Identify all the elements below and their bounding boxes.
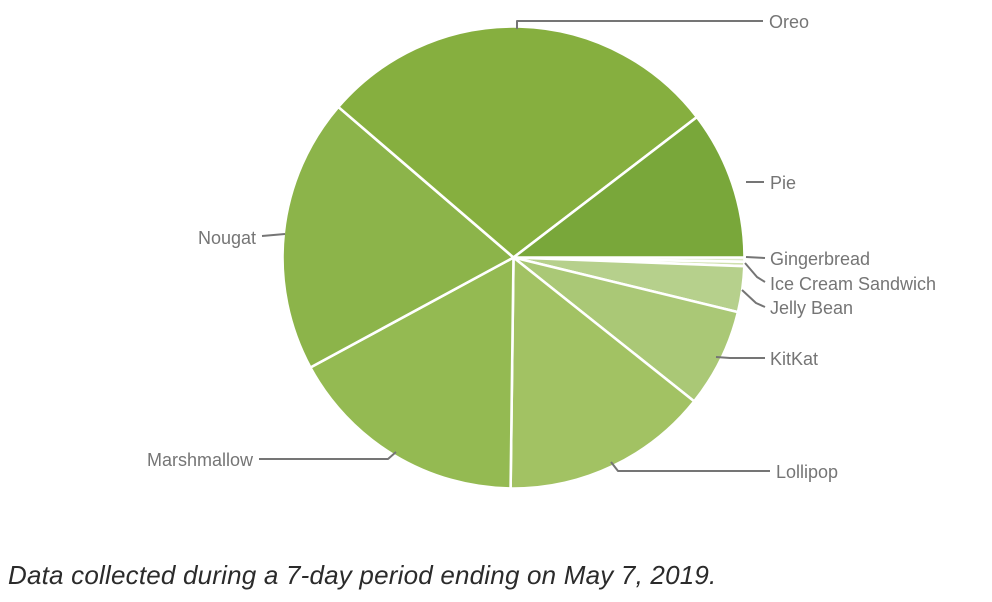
pie-slice-marshmallow[interactable]: [309, 256, 515, 490]
slice-label-pie: Pie: [770, 173, 796, 193]
leader-line-jelly-bean: [741, 289, 766, 308]
slice-label-oreo: Oreo: [769, 12, 809, 32]
slice-label-marshmallow: Marshmallow: [147, 450, 254, 470]
slice-label-gingerbread: Gingerbread: [770, 249, 870, 269]
leader-line-marshmallow: [259, 451, 397, 460]
slice-label-ice-cream-sandwich: Ice Cream Sandwich: [770, 274, 936, 294]
slice-label-jelly-bean: Jelly Bean: [770, 298, 853, 318]
slice-label-nougat: Nougat: [198, 228, 256, 248]
slice-label-lollipop: Lollipop: [776, 462, 838, 482]
leader-line-kitkat: [715, 356, 765, 359]
slice-label-kitkat: KitKat: [770, 349, 818, 369]
pie-chart: Gingerbread Ice Cream Sandwich Jelly Bean K…: [147, 12, 936, 490]
leader-line-lollipop: [610, 461, 770, 472]
pie-slice-nougat[interactable]: [281, 105, 515, 369]
pie-slice-lollipop[interactable]: [509, 256, 696, 490]
pie-slice-pie[interactable]: [512, 115, 746, 259]
leader-line-gingerbread: [745, 256, 766, 259]
leader-line-nougat: [261, 233, 286, 237]
leader-line-oreo: [516, 20, 763, 29]
pie-slice-oreo[interactable]: [337, 25, 699, 259]
caption-text: Data collected during a 7-day period end…: [8, 560, 717, 590]
leader-line-ice-cream-sandwich: [744, 262, 766, 283]
